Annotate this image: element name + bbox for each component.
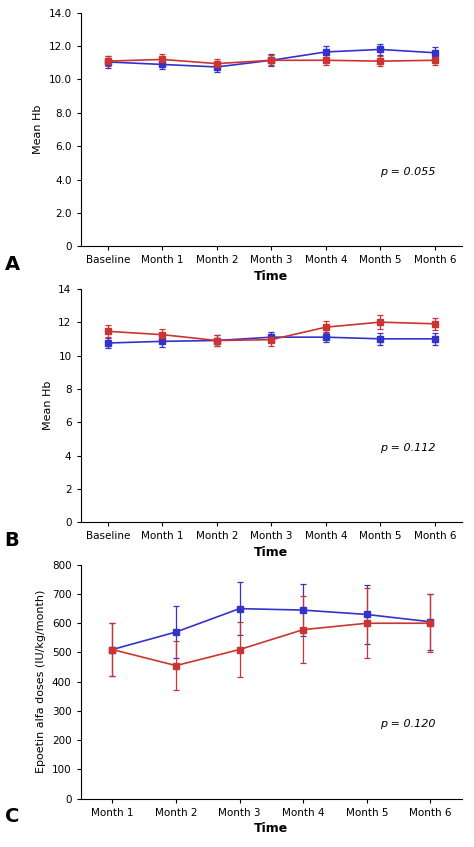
Text: A: A — [5, 255, 20, 274]
Legend: EpoBM, EpoBS: EpoBM, EpoBS — [191, 258, 351, 277]
Text: C: C — [5, 807, 19, 826]
Legend: EpoBM, EpoBS: EpoBM, EpoBS — [191, 811, 351, 829]
X-axis label: Time: Time — [254, 545, 289, 559]
X-axis label: Time: Time — [254, 822, 289, 834]
Legend: Diabetics, Nondiabetics: Diabetics, Nondiabetics — [166, 534, 377, 553]
Text: p = 0.112: p = 0.112 — [380, 443, 436, 452]
Text: B: B — [5, 531, 19, 550]
Y-axis label: Mean Hb: Mean Hb — [33, 105, 43, 154]
Y-axis label: Mean Hb: Mean Hb — [43, 381, 53, 430]
X-axis label: Time: Time — [254, 269, 289, 283]
Y-axis label: Epoetin alfa doses (IU/kg/month): Epoetin alfa doses (IU/kg/month) — [36, 590, 46, 773]
Text: p = 0.055: p = 0.055 — [380, 167, 436, 177]
Text: p = 0.120: p = 0.120 — [380, 719, 436, 728]
